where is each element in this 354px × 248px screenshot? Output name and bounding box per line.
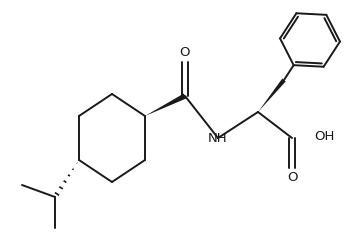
Text: NH: NH (208, 131, 228, 145)
Text: O: O (180, 46, 190, 59)
Polygon shape (145, 93, 186, 116)
Polygon shape (258, 79, 286, 112)
Text: O: O (287, 171, 297, 184)
Text: OH: OH (314, 129, 335, 143)
